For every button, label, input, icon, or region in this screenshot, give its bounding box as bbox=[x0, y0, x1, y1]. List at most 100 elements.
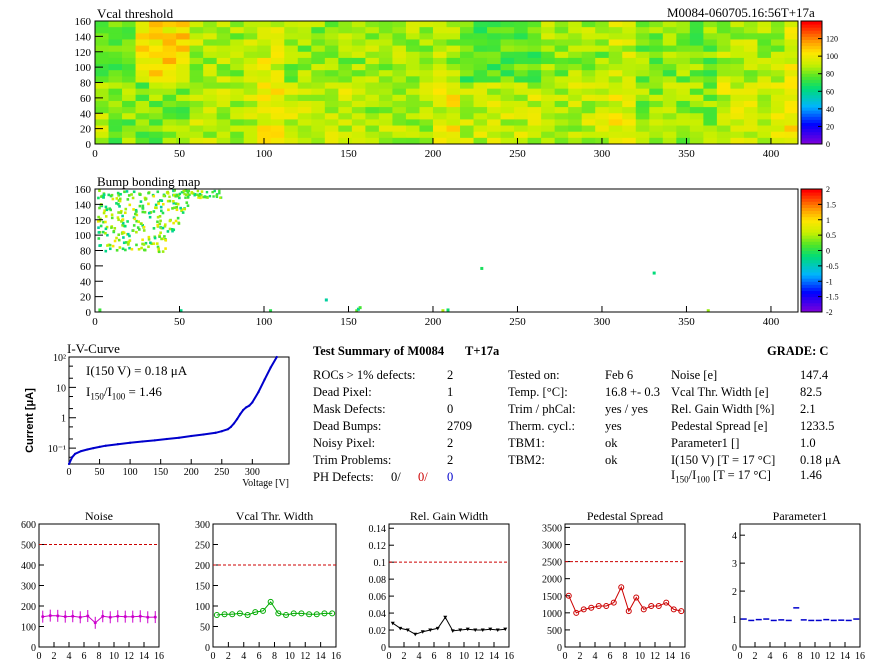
threshold-cell bbox=[203, 131, 218, 139]
threshold-cell bbox=[595, 119, 610, 126]
threshold-cell bbox=[527, 39, 542, 46]
threshold-cell bbox=[608, 45, 623, 53]
dead-bump-cell bbox=[123, 190, 126, 194]
dead-bump-cell bbox=[173, 189, 177, 192]
threshold-cell bbox=[676, 94, 691, 102]
threshold-cell bbox=[527, 131, 542, 139]
threshold-cell bbox=[743, 94, 758, 102]
bump-colorbar-band bbox=[801, 228, 822, 233]
dead-bump-cell bbox=[96, 220, 100, 223]
threshold-cell bbox=[149, 64, 163, 71]
dead-bump-cell bbox=[205, 190, 209, 194]
threshold-cell bbox=[446, 113, 461, 120]
threshold-cell bbox=[432, 82, 447, 90]
threshold-cell bbox=[676, 88, 691, 96]
threshold-cell bbox=[243, 51, 258, 59]
threshold-ytick-label: 160 bbox=[75, 16, 92, 28]
threshold-cell bbox=[284, 39, 299, 46]
bump-colorbar-band bbox=[801, 238, 822, 242]
iv-point bbox=[220, 430, 223, 433]
threshold-cell bbox=[203, 125, 218, 133]
iv-point bbox=[190, 434, 193, 438]
iv-point bbox=[257, 390, 260, 394]
threshold-cell bbox=[149, 107, 163, 114]
threshold-cell bbox=[419, 27, 434, 34]
threshold-cell bbox=[108, 39, 123, 46]
dead-bump-cell bbox=[208, 194, 212, 198]
roc-point bbox=[625, 608, 632, 615]
threshold-cell bbox=[703, 131, 718, 139]
threshold-cell bbox=[432, 88, 447, 96]
threshold-colorbar-band bbox=[801, 39, 822, 44]
dead-bump-cell bbox=[108, 207, 111, 211]
dead-bump-cell bbox=[147, 211, 151, 215]
dead-bump-cell bbox=[156, 245, 160, 249]
condition-row-label: Therm. cycl.: bbox=[508, 419, 575, 433]
condition-row-label: TBM2: bbox=[508, 453, 545, 467]
dead-bump-cell bbox=[103, 209, 106, 212]
threshold-cell bbox=[514, 131, 529, 139]
threshold-cell bbox=[297, 45, 312, 53]
threshold-cell bbox=[405, 70, 420, 77]
roc-point bbox=[473, 628, 478, 633]
threshold-cell bbox=[216, 21, 231, 28]
threshold-cell bbox=[365, 76, 380, 83]
threshold-cell bbox=[622, 57, 637, 65]
threshold-cell bbox=[135, 100, 150, 108]
roc-xtick-label: 4 bbox=[768, 651, 773, 662]
threshold-cell bbox=[487, 45, 501, 53]
threshold-cell bbox=[716, 51, 731, 59]
iv-point bbox=[80, 449, 83, 453]
threshold-cell bbox=[243, 57, 258, 65]
threshold-cell bbox=[622, 125, 637, 133]
threshold-cell bbox=[392, 107, 407, 114]
threshold-cell bbox=[243, 70, 258, 77]
threshold-cell bbox=[122, 82, 136, 90]
threshold-colorbar-label: 100 bbox=[826, 52, 838, 61]
threshold-cell bbox=[770, 131, 785, 139]
threshold-cell bbox=[230, 125, 245, 133]
threshold-cell bbox=[703, 125, 718, 133]
threshold-cell bbox=[743, 21, 758, 28]
roc-ytick-label: 3 bbox=[732, 559, 737, 570]
roc-ytick-label: 0.12 bbox=[369, 541, 387, 552]
threshold-cell bbox=[622, 119, 637, 126]
dead-bump-cell bbox=[97, 231, 101, 234]
threshold-cell bbox=[392, 119, 407, 126]
threshold-cell bbox=[514, 27, 529, 34]
threshold-cell bbox=[487, 119, 501, 126]
roc-xtick-label: 8 bbox=[623, 651, 628, 662]
threshold-cell bbox=[230, 45, 245, 53]
threshold-cell bbox=[338, 125, 353, 133]
roc-xtick-label: 10 bbox=[285, 651, 295, 662]
dead-bump-cell bbox=[128, 234, 131, 238]
threshold-cell bbox=[311, 107, 326, 114]
dead-bump-cell bbox=[132, 208, 135, 211]
dead-bump-cell bbox=[158, 222, 162, 226]
dead-bump-cell bbox=[168, 199, 172, 203]
bump-colorbar-label: -2 bbox=[826, 308, 833, 317]
threshold-cell bbox=[419, 125, 434, 133]
threshold-colorbar-band bbox=[801, 140, 822, 145]
threshold-cell bbox=[284, 82, 299, 90]
threshold-cell bbox=[784, 119, 799, 126]
threshold-cell bbox=[568, 82, 583, 90]
bump-colorbar-band bbox=[801, 281, 822, 285]
threshold-cell bbox=[351, 33, 366, 40]
threshold-cell bbox=[338, 51, 353, 59]
threshold-cell bbox=[95, 70, 109, 77]
dead-bump-cell bbox=[116, 216, 120, 219]
threshold-cell bbox=[662, 119, 677, 126]
threshold-cell bbox=[460, 45, 474, 53]
dead-bump-cell bbox=[130, 193, 133, 196]
threshold-cell bbox=[703, 64, 718, 71]
roc-point bbox=[420, 630, 425, 634]
roc-ytick-label: 150 bbox=[195, 582, 210, 593]
bump-xtick-label: 400 bbox=[763, 316, 780, 328]
threshold-cell bbox=[270, 113, 285, 120]
threshold-cell bbox=[757, 82, 772, 90]
threshold-cell bbox=[203, 27, 218, 34]
threshold-cell bbox=[541, 64, 556, 71]
iv-ylabel: Current [μA] bbox=[24, 388, 36, 453]
threshold-cell bbox=[743, 107, 758, 114]
